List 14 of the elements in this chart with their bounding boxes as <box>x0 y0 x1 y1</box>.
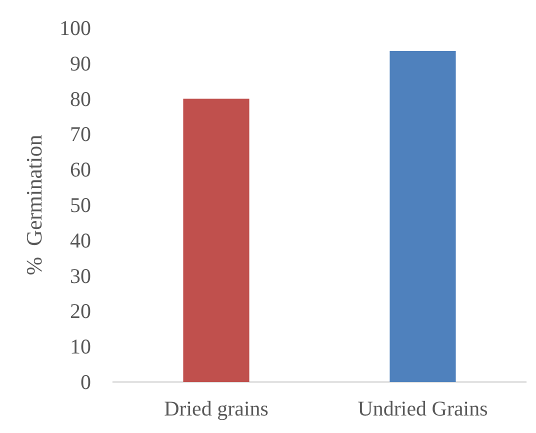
y-tick-label: 70 <box>70 122 91 146</box>
y-tick-label: 80 <box>70 86 91 111</box>
y-tick-label: 20 <box>70 299 91 324</box>
y-tick-label: 40 <box>70 228 91 252</box>
y-tick-label: 0 <box>80 370 91 394</box>
y-tick-label: 30 <box>70 264 91 288</box>
y-axis-title: % Germination <box>22 134 46 276</box>
y-tick-label: 90 <box>70 51 91 76</box>
y-tick-label: 10 <box>70 334 91 359</box>
y-tick-label: 60 <box>70 158 91 182</box>
x-tick-label: Undried Grains <box>358 396 488 420</box>
y-tick-label: 50 <box>70 193 91 217</box>
y-tick-label: 100 <box>60 16 91 40</box>
x-tick-label: Dried grains <box>164 396 268 420</box>
